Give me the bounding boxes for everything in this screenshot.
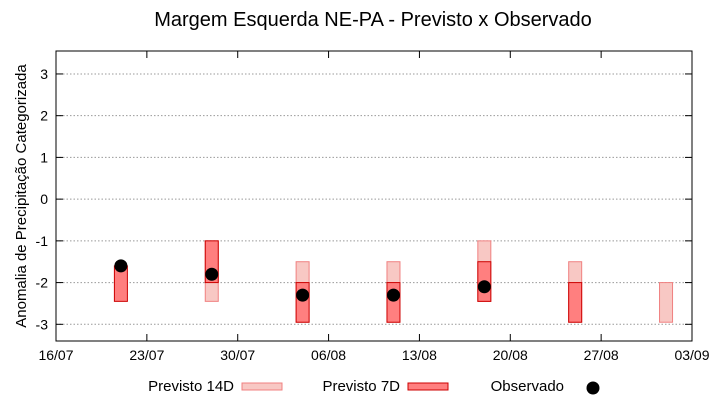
previsto-14d-bar xyxy=(659,282,674,323)
legend-label-previsto-7d: Previsto 7D xyxy=(322,378,400,395)
legend-label-observado: Observado xyxy=(491,378,564,395)
observado-point xyxy=(386,288,400,302)
legend: Previsto 14D Previsto 7D Observado xyxy=(148,378,600,395)
legend-swatch-previsto-14d xyxy=(241,382,283,391)
previsto-7d-bar xyxy=(386,282,401,323)
x-tick-label: 03/09 xyxy=(674,347,709,363)
x-tick-label: 16/07 xyxy=(38,347,73,363)
x-tick-label: 13/08 xyxy=(402,347,437,363)
y-tick-label: -2 xyxy=(36,275,49,291)
y-axis-ticks: 3 2 1 0 -1 -2 -3 xyxy=(36,66,692,332)
plot-frame xyxy=(55,50,693,342)
x-axis-ticks: 16/07 23/07 30/07 06/08 13/08 20/08 27/08 03/09 xyxy=(38,51,710,363)
legend-swatch-previsto-7d xyxy=(407,382,449,391)
observado-point xyxy=(114,259,128,273)
x-tick-label: 23/07 xyxy=(129,347,164,363)
grid xyxy=(56,73,692,325)
observado-point xyxy=(296,288,310,302)
y-tick-label: 1 xyxy=(40,149,48,165)
y-tick-label: -1 xyxy=(36,233,49,249)
y-axis-label: Anomalia de Precipitação Categorizada xyxy=(13,64,30,328)
x-tick-label: 27/08 xyxy=(584,347,619,363)
legend-swatch-observado xyxy=(586,381,600,395)
y-tick-label: -3 xyxy=(36,316,49,332)
y-tick-label: 3 xyxy=(40,66,48,82)
chart-title: Margem Esquerda NE-PA - Previsto x Obser… xyxy=(154,9,592,31)
previsto-7d-bar xyxy=(568,282,583,323)
previsto-7d-bar xyxy=(295,282,310,323)
y-tick-label: 0 xyxy=(40,191,48,207)
x-tick-label: 30/07 xyxy=(220,347,255,363)
legend-label-previsto-14d: Previsto 14D xyxy=(148,378,234,395)
x-tick-label: 06/08 xyxy=(311,347,346,363)
x-tick-label: 20/08 xyxy=(493,347,528,363)
observado-point xyxy=(205,267,219,281)
observado-point xyxy=(477,280,491,294)
chart-marks xyxy=(113,240,674,323)
y-tick-label: 2 xyxy=(40,108,48,124)
